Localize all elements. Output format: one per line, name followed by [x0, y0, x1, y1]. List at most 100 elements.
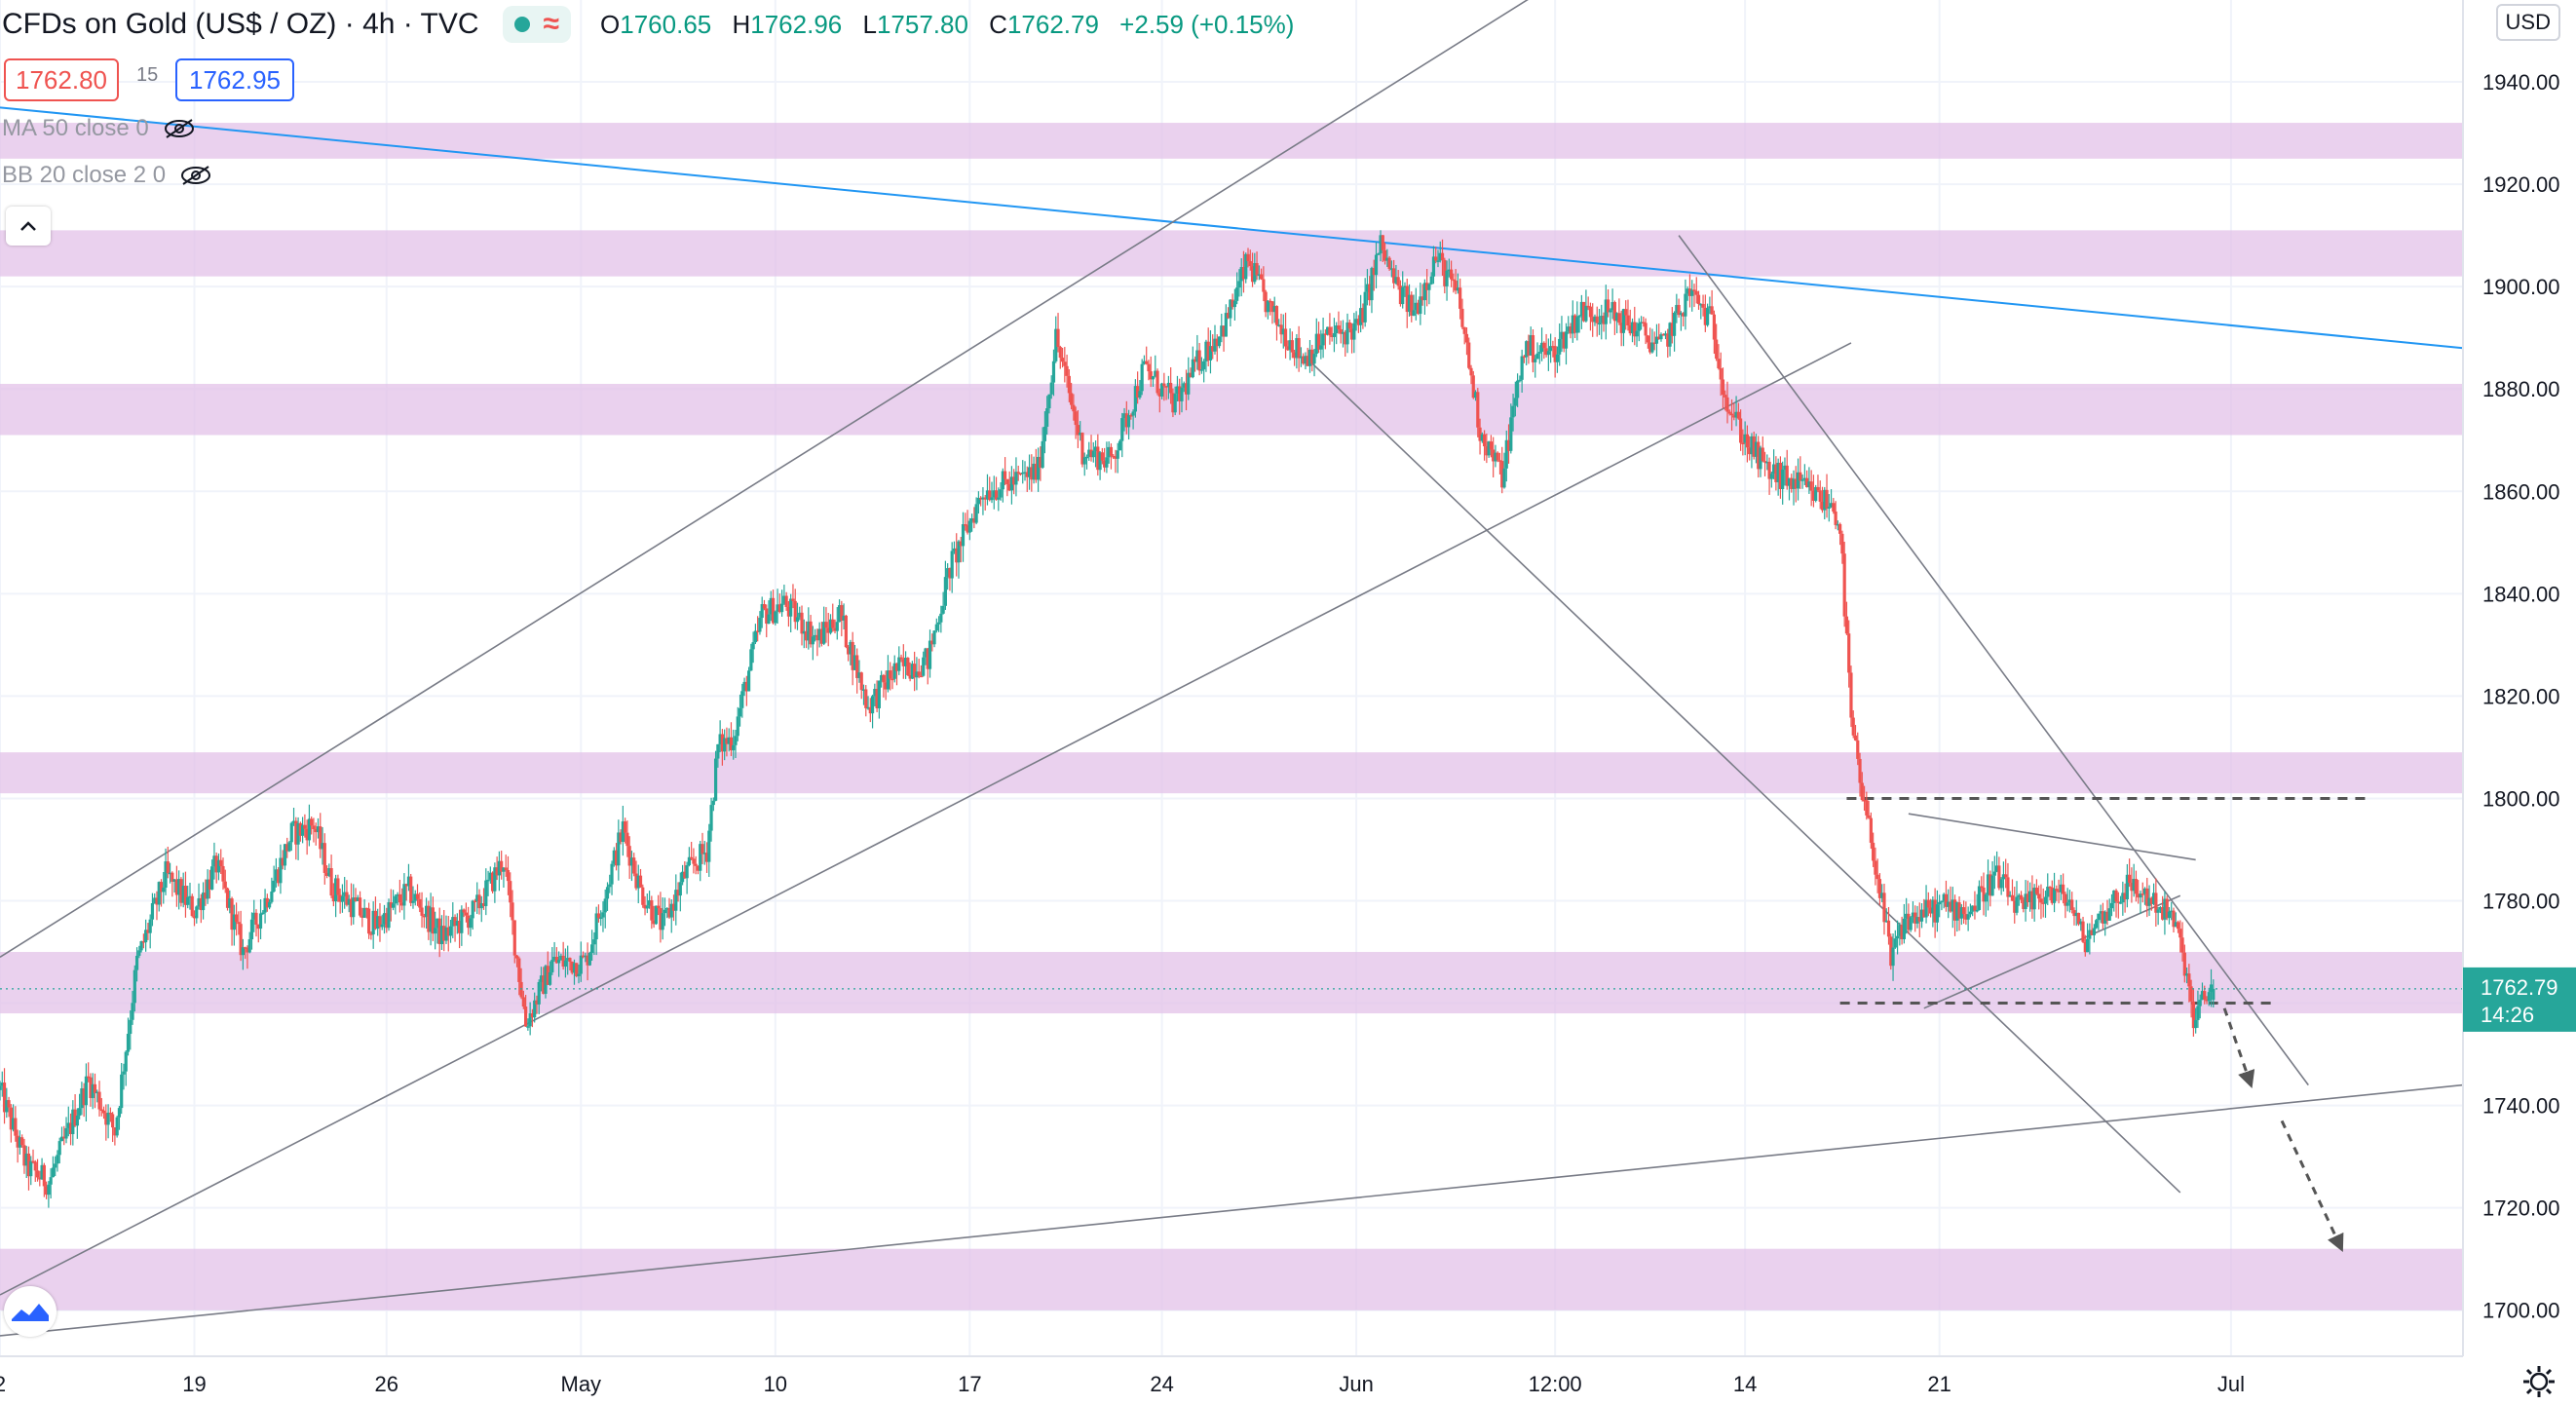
candle-body: [2176, 922, 2180, 930]
candle-body: [786, 606, 791, 617]
candle-body: [1054, 328, 1058, 361]
candle-body: [1882, 892, 1886, 923]
y-axis-background[interactable]: [2463, 0, 2576, 1405]
candle-body: [2079, 921, 2083, 925]
candle-body: [45, 1186, 49, 1196]
candle-body: [917, 671, 921, 676]
indicator-bb[interactable]: BB 20 close 2 0: [2, 162, 212, 189]
candle-body: [1136, 386, 1140, 399]
candle-body: [1328, 326, 1332, 336]
candle-body: [206, 879, 209, 899]
candle-body: [1295, 337, 1299, 359]
candle-body: [2165, 898, 2169, 919]
candle-body: [484, 880, 488, 906]
candle-body: [1534, 359, 1537, 362]
candle-body: [131, 1003, 134, 1020]
candle-body: [281, 857, 284, 866]
candle-body: [809, 621, 813, 645]
candle-body: [451, 917, 455, 927]
buy-button[interactable]: 1762.95: [175, 58, 294, 101]
candle-body: [38, 1177, 42, 1180]
candle-body: [2085, 938, 2090, 953]
eye-off-icon[interactable]: [163, 118, 196, 139]
candle-body: [833, 627, 837, 631]
candle-body: [680, 871, 685, 883]
candle-body: [1500, 461, 1504, 488]
market-status-pill[interactable]: ≈: [502, 6, 572, 43]
candle-body: [2172, 910, 2176, 928]
collapse-legend-button[interactable]: [6, 207, 51, 246]
candle-body: [29, 1160, 33, 1177]
candle-body: [753, 630, 758, 643]
candle-body: [2030, 891, 2034, 910]
candle-body: [1047, 394, 1051, 409]
indicator-ma[interactable]: MA 50 close 0: [2, 115, 196, 142]
candle-body: [1518, 379, 1522, 382]
candle-body: [1796, 472, 1800, 489]
candle-body: [756, 630, 760, 632]
candle-body: [244, 947, 247, 949]
candle-body: [1084, 456, 1089, 459]
candle-body: [216, 859, 221, 873]
candle-body: [1025, 472, 1029, 477]
candle-body: [436, 918, 439, 929]
x-tick-label: Jun: [1339, 1372, 1373, 1396]
candle-body: [624, 821, 627, 833]
candle-body: [1569, 326, 1572, 334]
tradingview-logo-icon[interactable]: [4, 1286, 57, 1337]
candle-body: [2065, 902, 2069, 906]
candle-body: [969, 518, 974, 521]
eye-off-icon[interactable]: [179, 165, 212, 186]
sell-button[interactable]: 1762.80: [4, 58, 119, 101]
candle-body: [1159, 383, 1164, 397]
sr-zone: [0, 1248, 2463, 1310]
x-tick-label: 10: [764, 1372, 787, 1396]
x-axis-background[interactable]: [0, 1356, 2576, 1405]
candle-body: [782, 595, 786, 604]
candle-body: [1443, 259, 1447, 286]
candle-body: [1997, 865, 2001, 889]
candle-body: [1516, 380, 1520, 399]
candle-body: [1112, 455, 1116, 458]
candle-body: [1140, 363, 1144, 392]
candle-body: [1975, 909, 1979, 912]
candle-body: [1971, 905, 1975, 912]
candle-body: [1410, 294, 1414, 316]
candle-body: [1724, 395, 1727, 398]
candle-body: [1787, 477, 1792, 486]
candle-body: [844, 615, 848, 648]
close-label: C: [989, 9, 1007, 39]
candle-body: [1986, 874, 1990, 895]
candle-body: [892, 663, 896, 679]
candle-body: [1436, 260, 1440, 262]
candle-body: [657, 905, 661, 909]
candle-body: [1539, 342, 1544, 353]
y-tick-label: 1920.00: [2482, 172, 2560, 197]
candle-body: [141, 941, 145, 943]
sr-zone: [0, 383, 2463, 436]
candle-body: [1564, 331, 1569, 349]
currency-button[interactable]: USD: [2495, 4, 2560, 41]
candle-body: [1630, 322, 1635, 334]
candle-body: [590, 944, 594, 954]
candle-body: [1750, 436, 1754, 455]
candle-body: [190, 895, 194, 917]
candle-body: [1776, 462, 1780, 482]
candle-body: [2112, 890, 2116, 903]
candle-body: [1293, 352, 1297, 359]
candle-body: [214, 855, 218, 873]
candle-body: [1562, 331, 1566, 349]
candle-body: [1359, 308, 1363, 325]
candle-body: [277, 869, 281, 884]
gear-icon[interactable]: [2519, 1362, 2558, 1401]
candle-body: [1034, 463, 1038, 480]
candle-body: [2123, 892, 2127, 900]
candle-body: [1304, 356, 1307, 364]
candle-body: [420, 907, 424, 916]
candle-body: [2088, 930, 2092, 939]
symbol-title[interactable]: CFDs on Gold (US$ / OZ) · 4h · TVC: [2, 8, 479, 40]
candle-body: [667, 907, 671, 918]
candle-body: [380, 924, 384, 928]
candle-body: [1316, 333, 1321, 350]
